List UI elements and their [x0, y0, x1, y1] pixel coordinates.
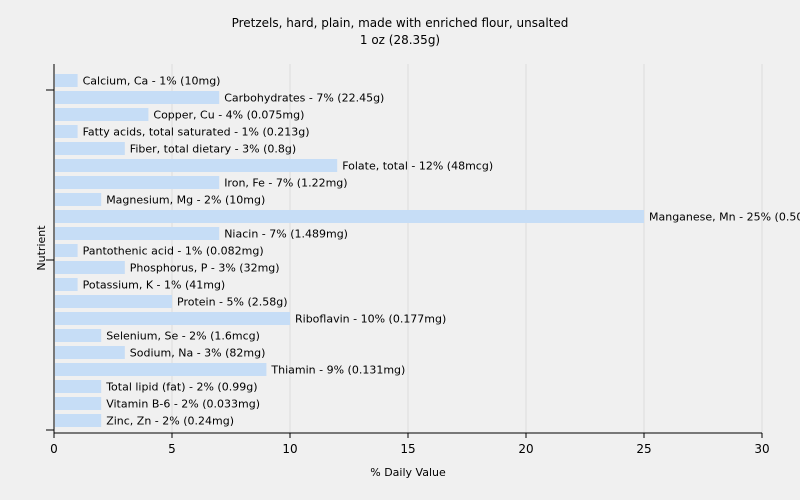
x-tick-label: 5	[168, 442, 176, 456]
bar-label: Fatty acids, total saturated - 1% (0.213…	[83, 126, 310, 139]
bar	[55, 278, 78, 291]
bar-label: Protein - 5% (2.58g)	[177, 296, 288, 309]
bar	[55, 312, 290, 325]
bar	[55, 295, 172, 308]
bar-label: Total lipid (fat) - 2% (0.99g)	[105, 381, 257, 394]
bar	[55, 91, 220, 104]
x-tick-label: 15	[400, 442, 415, 456]
bars: Calcium, Ca - 1% (10mg)Carbohydrates - 7…	[55, 74, 800, 428]
bar-label: Fiber, total dietary - 3% (0.8g)	[130, 143, 296, 156]
bar-label: Vitamin B-6 - 2% (0.033mg)	[106, 398, 260, 411]
bar	[55, 346, 125, 359]
bar	[55, 176, 220, 189]
bar-label: Niacin - 7% (1.489mg)	[224, 228, 348, 241]
bar-label: Iron, Fe - 7% (1.22mg)	[224, 177, 347, 190]
chart-subtitle: 1 oz (28.35g)	[360, 33, 440, 47]
bar	[55, 108, 149, 121]
bar	[55, 159, 338, 172]
bar	[55, 244, 78, 257]
bar	[55, 210, 644, 223]
bar	[55, 414, 102, 427]
bar-label: Thiamin - 9% (0.131mg)	[270, 364, 405, 377]
bar-label: Copper, Cu - 4% (0.075mg)	[153, 109, 304, 122]
chart-title: Pretzels, hard, plain, made with enriche…	[232, 16, 569, 30]
bar-label: Selenium, Se - 2% (1.6mcg)	[106, 330, 260, 343]
bar	[55, 329, 102, 342]
bar	[55, 142, 125, 155]
bar	[55, 74, 78, 87]
y-axis-label: Nutrient	[35, 225, 48, 271]
bar-label: Phosphorus, P - 3% (32mg)	[130, 262, 280, 275]
bar	[55, 380, 102, 393]
x-axis-label: % Daily Value	[370, 466, 446, 479]
bar-label: Riboflavin - 10% (0.177mg)	[295, 313, 446, 326]
bar-label: Carbohydrates - 7% (22.45g)	[224, 92, 384, 105]
x-tick-label: 30	[754, 442, 769, 456]
bar-label: Manganese, Mn - 25% (0.507mg)	[649, 211, 800, 224]
bar	[55, 363, 267, 376]
x-tick-label: 25	[636, 442, 651, 456]
bar	[55, 261, 125, 274]
x-tick-label: 20	[518, 442, 533, 456]
bar-label: Potassium, K - 1% (41mg)	[83, 279, 226, 292]
bar	[55, 397, 102, 410]
x-tick-label: 0	[50, 442, 58, 456]
bar-label: Sodium, Na - 3% (82mg)	[130, 347, 266, 360]
bar	[55, 193, 102, 206]
axes: 0 5 10 15 20 25 30	[46, 64, 770, 456]
bar	[55, 125, 78, 138]
bar	[55, 227, 220, 240]
x-tick-label: 10	[282, 442, 297, 456]
bar-label: Pantothenic acid - 1% (0.082mg)	[83, 245, 264, 258]
bar-label: Calcium, Ca - 1% (10mg)	[83, 75, 221, 88]
bar-label: Zinc, Zn - 2% (0.24mg)	[106, 415, 234, 428]
bar-label: Magnesium, Mg - 2% (10mg)	[106, 194, 265, 207]
bar-label: Folate, total - 12% (48mcg)	[342, 160, 493, 173]
